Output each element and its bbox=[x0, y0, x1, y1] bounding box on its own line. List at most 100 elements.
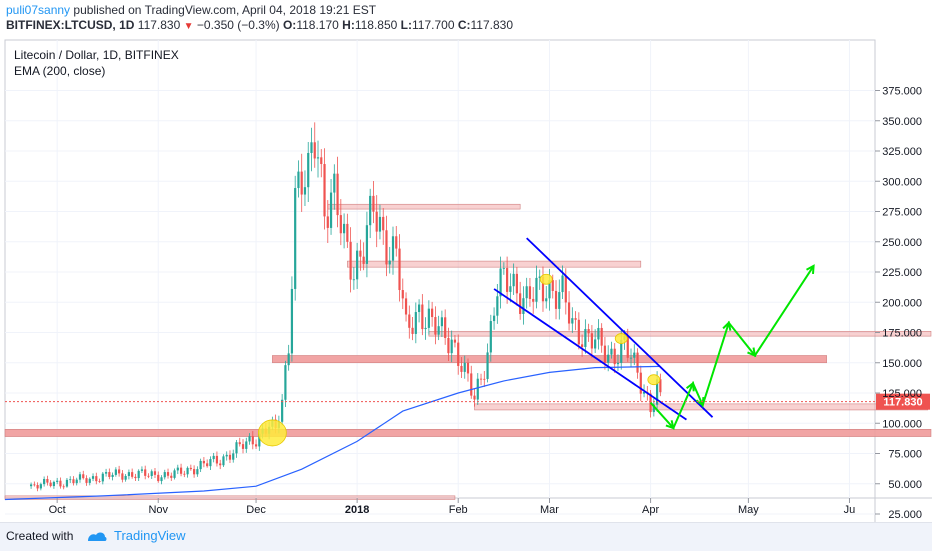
candle-body bbox=[232, 453, 235, 460]
markers bbox=[257, 273, 661, 447]
candle-body bbox=[532, 298, 535, 302]
candle-body bbox=[450, 339, 453, 354]
down-arrow-icon: ▼ bbox=[183, 21, 194, 32]
candle-body bbox=[460, 365, 463, 372]
candle-body bbox=[254, 444, 258, 447]
candle-body bbox=[571, 318, 574, 324]
y-axis-ticks: 25.000 50.000 75.000 100.000 125.000 150.000 1… bbox=[875, 86, 922, 521]
candle-body bbox=[626, 336, 629, 358]
projection-arrowhead bbox=[685, 381, 695, 392]
candle-body bbox=[639, 372, 642, 394]
footer-bar: Created with TradingView bbox=[0, 522, 932, 551]
candle-body bbox=[160, 477, 163, 482]
candle-body bbox=[316, 157, 320, 159]
current-price-tag bbox=[876, 393, 930, 410]
candle-body bbox=[466, 362, 470, 374]
candle-body bbox=[362, 256, 365, 264]
published-text: published on TradingView.com, April 04, … bbox=[73, 3, 377, 17]
candle-body bbox=[633, 352, 636, 358]
candle-body bbox=[545, 298, 548, 302]
author-link[interactable]: puli07sanny bbox=[6, 3, 71, 17]
candle-body bbox=[320, 157, 323, 165]
candle-body bbox=[342, 223, 346, 234]
x-tick-label: Ju bbox=[844, 504, 856, 516]
highlight-marker bbox=[614, 333, 628, 344]
candle-body bbox=[297, 171, 300, 189]
candle-body bbox=[476, 378, 479, 400]
y-tick-label: 175.000 bbox=[882, 328, 922, 340]
candle-body bbox=[33, 484, 36, 486]
y-tick-label: 350.000 bbox=[882, 116, 922, 128]
tradingview-logo-icon bbox=[88, 532, 107, 541]
candle-body bbox=[36, 485, 39, 489]
candle-body bbox=[453, 339, 457, 343]
candle-body bbox=[235, 442, 238, 454]
candle-body bbox=[359, 250, 362, 257]
candle-body bbox=[431, 308, 434, 318]
candle-body bbox=[310, 142, 313, 153]
candle-body bbox=[356, 250, 359, 280]
candle-body bbox=[509, 286, 512, 292]
candle-body bbox=[535, 277, 538, 302]
candle-body bbox=[196, 469, 199, 475]
price-chart[interactable]: 117.830 25.000 50.000 75.000 100.000 125.000… bbox=[0, 38, 932, 522]
candle-body bbox=[541, 276, 545, 302]
price-zone bbox=[272, 355, 827, 364]
candle-body bbox=[597, 327, 600, 340]
candle-body bbox=[144, 469, 147, 476]
candle-body bbox=[659, 379, 662, 393]
candle-body bbox=[333, 173, 336, 193]
candle-body bbox=[124, 475, 127, 480]
candle-body bbox=[470, 373, 473, 396]
candle-body bbox=[176, 467, 179, 471]
candle-body bbox=[561, 275, 564, 293]
candle-body bbox=[179, 467, 183, 474]
y-tick-label: 225.000 bbox=[882, 267, 922, 279]
candle-body bbox=[202, 460, 205, 464]
candle-body bbox=[404, 298, 408, 315]
projection-arrowhead bbox=[747, 347, 757, 358]
candle-body bbox=[594, 339, 597, 349]
x-tick-label: Apr bbox=[642, 504, 659, 516]
candle-body bbox=[398, 248, 401, 291]
price-change: −0.350 (−0.3%) bbox=[196, 18, 280, 32]
candle-body bbox=[173, 470, 176, 478]
candle-body bbox=[512, 273, 515, 287]
candle-body bbox=[506, 268, 509, 292]
candle-body bbox=[496, 296, 499, 316]
candle-body bbox=[525, 286, 528, 299]
candle-body bbox=[95, 476, 98, 482]
candle-body bbox=[313, 142, 316, 159]
candle-body bbox=[378, 216, 382, 232]
open-label: O: bbox=[282, 18, 297, 32]
tradingview-brand[interactable]: TradingView bbox=[114, 528, 186, 543]
candle-body bbox=[440, 317, 444, 327]
high-value: 118.850 bbox=[354, 18, 398, 32]
y-tick-label: 300.000 bbox=[882, 176, 922, 188]
candle-body bbox=[408, 314, 411, 328]
candle-body bbox=[564, 275, 567, 303]
projection-arrowhead bbox=[665, 420, 675, 430]
candle-body bbox=[131, 472, 134, 477]
y-tick-label: 50.000 bbox=[888, 479, 922, 491]
candle-body bbox=[65, 479, 69, 487]
candle-body bbox=[391, 236, 395, 261]
candle-body bbox=[62, 486, 65, 488]
close-value: 117.830 bbox=[470, 18, 514, 32]
candle-body bbox=[303, 187, 307, 195]
channel-line bbox=[526, 237, 714, 418]
candle-body bbox=[183, 473, 186, 475]
candle-body bbox=[427, 308, 430, 328]
candle-body bbox=[574, 318, 577, 320]
candle-body bbox=[417, 304, 421, 313]
candle-body bbox=[388, 260, 391, 265]
candle-body bbox=[111, 474, 114, 477]
created-with-label: Created with bbox=[6, 529, 74, 543]
current-price: 117.830 bbox=[5, 393, 930, 410]
y-tick-label: 250.000 bbox=[882, 237, 922, 249]
price-zone bbox=[4, 428, 932, 437]
candle-body bbox=[365, 225, 369, 264]
candle-body bbox=[590, 333, 593, 349]
candle-body bbox=[241, 444, 245, 449]
candle-body bbox=[463, 362, 466, 372]
